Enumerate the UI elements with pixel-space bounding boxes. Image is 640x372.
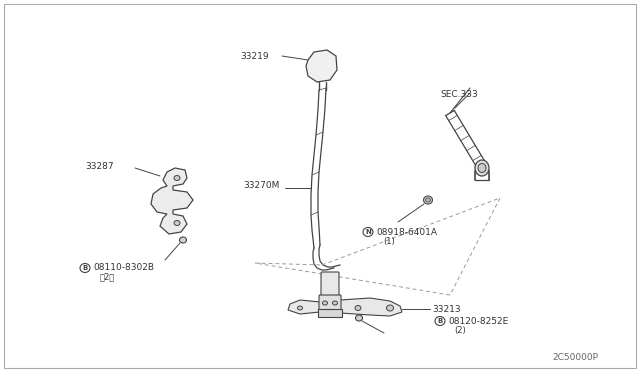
Text: B: B — [83, 265, 88, 271]
Text: 33219: 33219 — [240, 51, 269, 61]
Ellipse shape — [174, 176, 180, 180]
Ellipse shape — [426, 198, 431, 202]
Text: 33270M: 33270M — [243, 180, 280, 189]
Ellipse shape — [333, 301, 337, 305]
Ellipse shape — [478, 164, 486, 173]
Text: SEC.333: SEC.333 — [440, 90, 477, 99]
Text: 〈2〉: 〈2〉 — [100, 273, 115, 282]
Ellipse shape — [363, 228, 373, 237]
Text: (1): (1) — [383, 237, 395, 246]
Text: (2): (2) — [454, 326, 466, 334]
Text: 33287: 33287 — [85, 161, 114, 170]
Text: 2C50000P: 2C50000P — [552, 353, 598, 362]
Polygon shape — [306, 50, 337, 82]
Text: 08120-8252E: 08120-8252E — [448, 317, 508, 326]
Ellipse shape — [355, 315, 362, 321]
Ellipse shape — [435, 317, 445, 326]
FancyBboxPatch shape — [321, 272, 339, 298]
Ellipse shape — [298, 306, 303, 310]
Text: B: B — [437, 318, 443, 324]
Ellipse shape — [174, 221, 180, 225]
Ellipse shape — [323, 301, 328, 305]
FancyBboxPatch shape — [319, 295, 341, 311]
Polygon shape — [340, 298, 402, 316]
Ellipse shape — [80, 263, 90, 273]
Polygon shape — [288, 300, 320, 314]
Text: 33213: 33213 — [432, 305, 461, 314]
Ellipse shape — [387, 305, 394, 311]
Ellipse shape — [475, 160, 489, 176]
Ellipse shape — [179, 237, 186, 243]
Text: 08918-6401A: 08918-6401A — [376, 228, 437, 237]
Ellipse shape — [355, 305, 361, 311]
Polygon shape — [151, 168, 193, 234]
Ellipse shape — [424, 196, 433, 204]
Bar — [318, 309, 342, 317]
Text: N: N — [365, 229, 371, 235]
Text: 08110-8302B: 08110-8302B — [93, 263, 154, 273]
